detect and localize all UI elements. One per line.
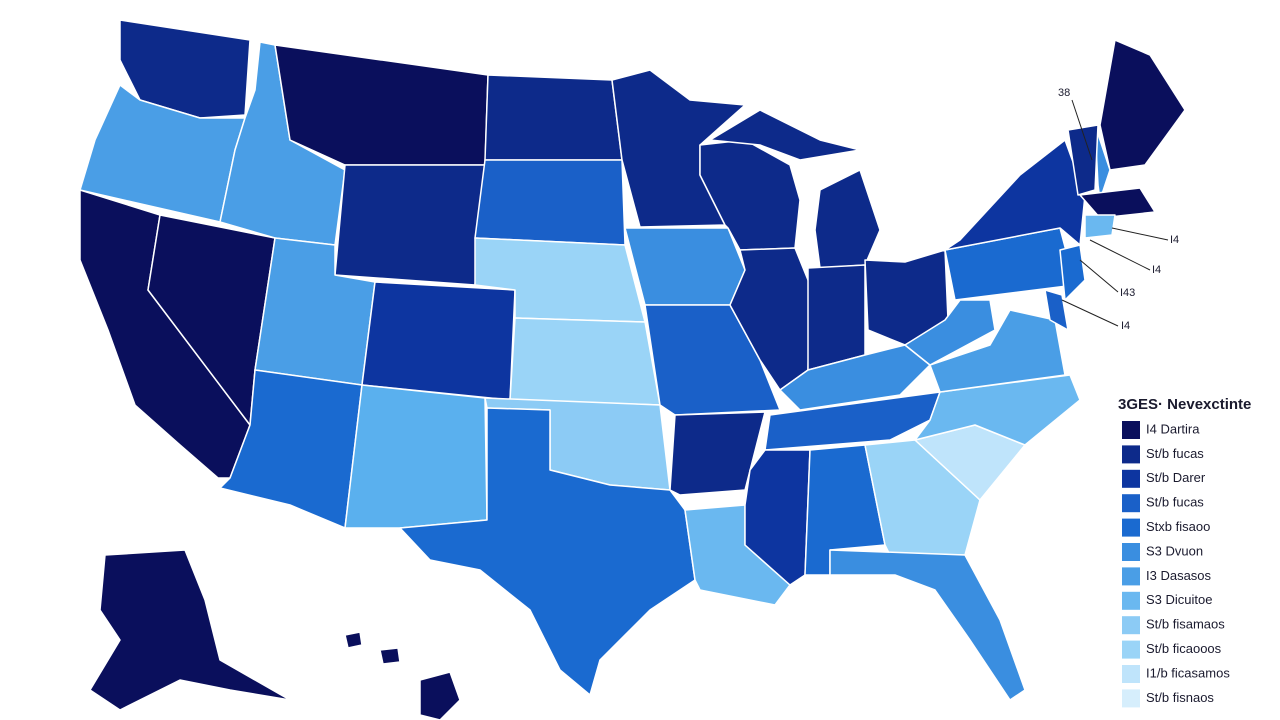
state — [399, 407, 696, 696]
legend-label: I3 Dasasos — [1146, 568, 1212, 583]
states — [79, 19, 1186, 720]
legend-label: St/b fucas — [1146, 446, 1204, 461]
legend-swatch — [1122, 469, 1140, 488]
callout-line — [1111, 227, 1169, 241]
state — [1079, 187, 1156, 219]
legend-label: St/b fucas — [1146, 495, 1204, 510]
callout-line — [1071, 99, 1093, 161]
state — [474, 159, 626, 246]
legend-swatch — [1122, 665, 1140, 683]
legend-label: St/b ficaooos — [1146, 641, 1222, 656]
callout-line — [1079, 259, 1119, 293]
legend-swatch — [1122, 616, 1140, 635]
state — [904, 299, 996, 366]
state — [1067, 124, 1099, 196]
legend-label: St/b fisnaos — [1146, 690, 1214, 705]
legend-swatch — [1122, 421, 1140, 439]
state — [1084, 214, 1116, 239]
state — [334, 164, 486, 286]
legend-swatch — [1122, 494, 1140, 513]
state — [509, 317, 661, 406]
state — [344, 631, 363, 649]
legend-label: I4 Dartira — [1146, 421, 1200, 436]
legend-title: 3GES· Nevexctinte — [1118, 396, 1251, 413]
state — [669, 411, 766, 496]
state — [914, 374, 1081, 446]
state — [484, 74, 623, 161]
state — [764, 391, 941, 451]
legend-swatch — [1122, 689, 1140, 708]
state — [709, 109, 861, 161]
legend-swatch — [1122, 640, 1140, 659]
state — [89, 549, 291, 711]
state — [1059, 244, 1086, 301]
state — [274, 44, 489, 166]
state — [829, 549, 1026, 701]
state — [361, 281, 516, 401]
callouts: 38 I4 I4 I43 I4 — [1058, 87, 1179, 332]
state — [379, 647, 401, 665]
callout-line — [1089, 239, 1151, 271]
callout-line — [1061, 299, 1119, 327]
legend-swatch — [1122, 543, 1140, 561]
state — [807, 264, 866, 371]
callout-label: 38 — [1058, 87, 1070, 99]
legend-label: St/b Darer — [1146, 470, 1206, 485]
callout-label: I43 — [1120, 287, 1135, 299]
state — [419, 671, 461, 720]
legend-swatch — [1122, 591, 1140, 610]
legend-swatch — [1122, 567, 1140, 586]
state — [344, 384, 488, 529]
callout-label: I4 — [1152, 264, 1161, 276]
state — [1099, 39, 1186, 171]
callout-label: I4 — [1170, 234, 1179, 246]
legend-label: S3 Dvuon — [1146, 543, 1203, 558]
legend-label: St/b fisamaos — [1146, 617, 1225, 632]
legend-swatch — [1122, 445, 1140, 464]
legend-label: S3 Dicuitoe — [1146, 592, 1212, 607]
state — [814, 169, 881, 269]
callout-label: I4 — [1121, 320, 1130, 332]
legend-label: Stxb fisaoo — [1146, 519, 1210, 534]
legend: 3GES· Nevexctinte I4 Dartira St/b fucas St… — [1118, 396, 1251, 708]
legend-swatch — [1122, 518, 1140, 537]
legend-label: I1/b ficasamos — [1146, 665, 1230, 680]
state — [624, 227, 746, 306]
state — [944, 139, 1086, 251]
